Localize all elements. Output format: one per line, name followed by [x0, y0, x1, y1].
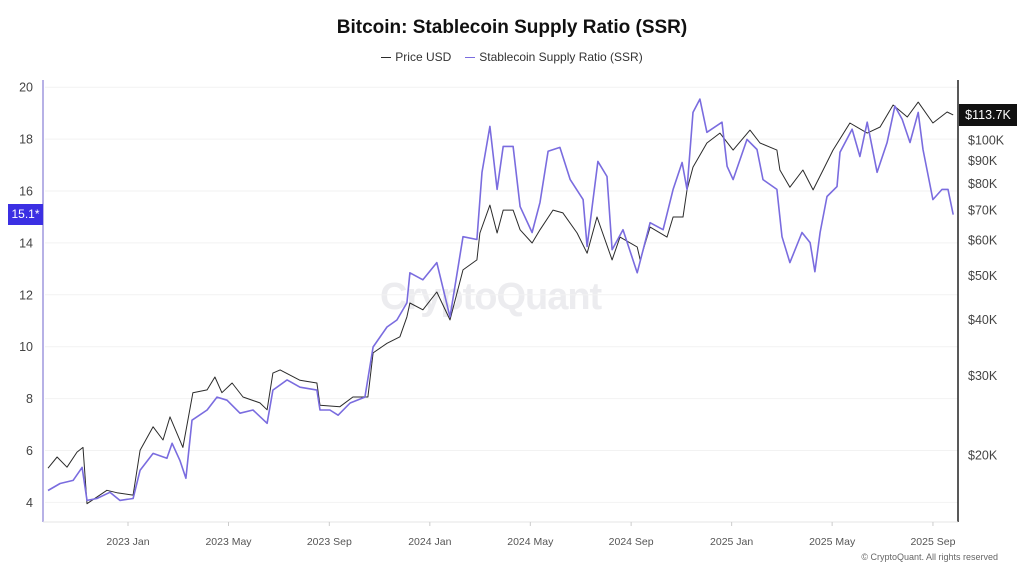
right-tick-label: $60K [968, 234, 998, 248]
right-tick-label: $30K [968, 369, 998, 383]
ssr-current-value-badge: 15.1* [8, 204, 43, 225]
x-axis-ticks: 2023 Jan 2023 May 2023 Sep 2024 Jan 2024 May… [106, 522, 956, 548]
ssr-line [47, 98, 954, 502]
legend-label-price: Price USD [395, 50, 452, 64]
right-tick-label: $20K [968, 449, 998, 463]
left-tick-label: 6 [26, 444, 33, 458]
x-tick-label: 2024 Jan [408, 536, 451, 548]
legend-item-ssr[interactable]: Stablecoin Supply Ratio (SSR) [465, 50, 643, 64]
x-tick-label: 2025 Jan [710, 536, 753, 548]
x-tick-label: 2023 Sep [307, 536, 352, 548]
price-current-value-badge: $113.7K [959, 104, 1017, 126]
right-tick-label: $40K [968, 313, 998, 327]
legend-item-price[interactable]: Price USD [381, 50, 451, 64]
gridlines [45, 86, 958, 503]
right-tick-label: $90K [968, 154, 998, 168]
x-tick-label: 2023 May [205, 536, 252, 548]
x-tick-label: 2025 Sep [910, 536, 955, 548]
legend-label-ssr: Stablecoin Supply Ratio (SSR) [479, 50, 643, 64]
price-usd-line [47, 101, 954, 505]
right-tick-label: $100K [968, 134, 1005, 148]
left-tick-label: 8 [26, 392, 33, 406]
left-tick-label: 14 [19, 236, 33, 250]
right-tick-label: $80K [968, 177, 998, 191]
legend-swatch-price [381, 56, 392, 58]
left-tick-label: 12 [19, 288, 33, 302]
legend: Price USD Stablecoin Supply Ratio (SSR) [0, 50, 1024, 64]
x-tick-label: 2025 May [809, 536, 856, 548]
left-axis-ticks: 4 6 8 10 12 14 16 18 20 [19, 81, 33, 510]
x-tick-label: 2024 May [507, 536, 554, 548]
x-tick-label: 2023 Jan [106, 536, 149, 548]
right-tick-label: $50K [968, 269, 998, 283]
series-lines [47, 98, 954, 505]
right-tick-label: $70K [968, 203, 998, 217]
right-axis-ticks: $20K $30K $40K $50K $60K $70K $80K $90K $100K [968, 134, 1005, 463]
x-tick-label: 2024 Sep [609, 536, 654, 548]
left-tick-label: 20 [19, 81, 33, 95]
left-tick-label: 18 [19, 133, 33, 147]
left-tick-label: 4 [26, 496, 33, 510]
left-tick-label: 16 [19, 185, 33, 199]
watermark: CryptoQuant [380, 276, 602, 318]
chart-title: Bitcoin: Stablecoin Supply Ratio (SSR) [336, 17, 688, 38]
left-tick-label: 10 [19, 340, 33, 354]
legend-swatch-ssr [465, 56, 476, 58]
copyright: © CryptoQuant. All rights reserved [861, 552, 998, 562]
